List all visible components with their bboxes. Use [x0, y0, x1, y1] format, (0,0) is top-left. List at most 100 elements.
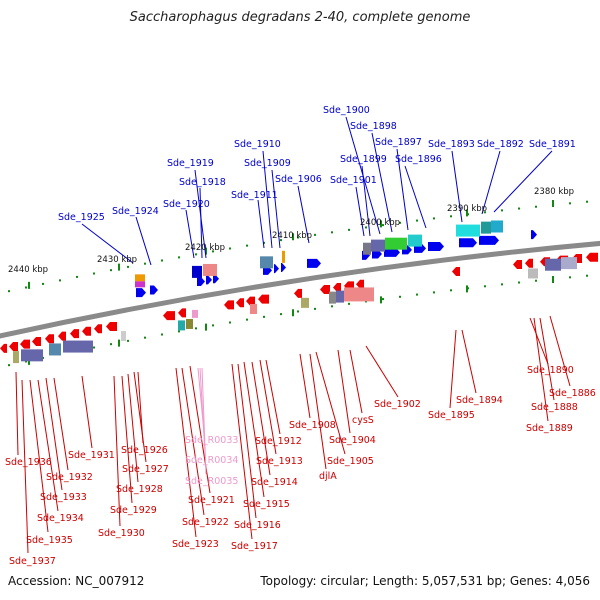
- tick-major-inner: [292, 309, 294, 317]
- gene-label-sde-1921[interactable]: Sde_1921: [188, 495, 235, 506]
- forward-leader-line: [493, 150, 553, 213]
- gene-label-sde-1914[interactable]: Sde_1914: [251, 477, 298, 488]
- tick-major-inner: [118, 339, 120, 347]
- gene-label-sde-1905[interactable]: Sde_1905: [327, 456, 374, 467]
- gene-label-sde-1892[interactable]: Sde_1892: [477, 139, 524, 150]
- gene-label-sde-1904[interactable]: Sde_1904: [329, 435, 376, 446]
- forward-gene-arrow: [479, 235, 499, 245]
- gene-label-cyss[interactable]: cysS: [352, 415, 374, 426]
- gene-label-sde-1908[interactable]: Sde_1908: [289, 420, 336, 431]
- gene-label-sde-1894[interactable]: Sde_1894: [456, 395, 503, 406]
- gene-label-sde-1888[interactable]: Sde_1888: [531, 402, 578, 413]
- label-leader-lines: [15, 116, 571, 554]
- reverse-leader-line: [265, 359, 281, 435]
- tick-dot-inner: [280, 313, 282, 316]
- tick-dot-outer: [59, 279, 61, 282]
- tick-dot-inner: [144, 336, 146, 339]
- forward-leader-line: [345, 116, 381, 235]
- gene-label-sde-1933[interactable]: Sde_1933: [40, 492, 87, 503]
- gene-label-sde-1922[interactable]: Sde_1922: [182, 517, 229, 528]
- tick-dot-inner: [297, 310, 299, 313]
- gene-label-sde-1898[interactable]: Sde_1898: [350, 121, 397, 132]
- gene-label-sde-1936[interactable]: Sde_1936: [5, 457, 52, 468]
- reverse-leader-line: [133, 371, 147, 463]
- tick-dot-outer: [569, 202, 571, 205]
- reverse-leader-line: [237, 363, 257, 519]
- gene-label-sde-1906[interactable]: Sde_1906: [275, 174, 322, 185]
- forward-gene-arrow: [213, 274, 219, 284]
- gene-label-sde-1889[interactable]: Sde_1889: [526, 423, 573, 434]
- reverse-gene-arrow: [586, 252, 598, 262]
- gene-label-sde-1901[interactable]: Sde_1901: [330, 175, 377, 186]
- gene-label-sde-1909[interactable]: Sde_1909: [244, 158, 291, 169]
- tick-dot-outer: [212, 250, 214, 253]
- gene-label-sde-1934[interactable]: Sde_1934: [37, 513, 84, 524]
- forward-gene-arrow: [384, 247, 400, 257]
- tick-dot-outer: [365, 226, 367, 229]
- tick-dot-outer: [127, 265, 129, 268]
- topology-text: Topology: circular; Length: 5,057,531 bp…: [260, 574, 590, 588]
- forward-leader-line: [199, 187, 203, 259]
- gene-label-sde-1886[interactable]: Sde_1886: [549, 388, 596, 399]
- gene-features: [0, 220, 598, 364]
- gene-label-sde-1896[interactable]: Sde_1896: [395, 154, 442, 165]
- annotation-block: [49, 343, 61, 356]
- tick-major-outer: [466, 209, 468, 217]
- gene-label-sde-1910[interactable]: Sde_1910: [234, 139, 281, 150]
- forward-leader-line: [194, 169, 207, 259]
- tick-dot-outer: [586, 200, 588, 203]
- gene-label-sde-1928[interactable]: Sde_1928: [116, 484, 163, 495]
- gene-label-sde-1929[interactable]: Sde_1929: [110, 505, 157, 516]
- gene-label-sde-1917[interactable]: Sde_1917: [231, 541, 278, 552]
- reverse-leader-line: [315, 351, 346, 455]
- gene-label-sde-1926[interactable]: Sde_1926: [121, 445, 168, 456]
- reverse-leader-line: [127, 373, 139, 483]
- forward-leader-line: [81, 223, 134, 264]
- tick-dot-outer: [144, 262, 146, 265]
- reverse-gene-arrow: [70, 329, 79, 339]
- tick-dot-outer: [484, 211, 486, 214]
- tick-dot-inner: [314, 307, 316, 310]
- gene-label-sde-1920[interactable]: Sde_1920: [163, 199, 210, 210]
- annotation-block: [21, 349, 43, 362]
- gene-label-sde-1911[interactable]: Sde_1911: [231, 190, 278, 201]
- gene-label-sde-r0033[interactable]: Sde_R0033: [185, 435, 238, 446]
- gene-label-sde-1924[interactable]: Sde_1924: [112, 206, 159, 217]
- gene-label-sde-1900[interactable]: Sde_1900: [323, 105, 370, 116]
- gene-label-sde-1930[interactable]: Sde_1930: [98, 528, 145, 539]
- reverse-gene-arrow: [224, 300, 234, 310]
- gene-label-sde-1927[interactable]: Sde_1927: [122, 464, 169, 475]
- gene-label-sde-1912[interactable]: Sde_1912: [255, 436, 302, 447]
- forward-gene-arrow: [281, 262, 286, 272]
- tick-major-inner: [466, 285, 468, 293]
- gene-label-sde-1932[interactable]: Sde_1932: [46, 472, 93, 483]
- gene-label-sde-1891[interactable]: Sde_1891: [529, 139, 576, 150]
- annotation-block: [135, 274, 145, 282]
- reverse-gene-arrow: [236, 298, 244, 308]
- forward-gene-arrow: [150, 285, 158, 295]
- gene-label-sde-1937[interactable]: Sde_1937: [9, 556, 56, 567]
- gene-label-djla[interactable]: djlA: [319, 471, 337, 482]
- gene-label-sde-1913[interactable]: Sde_1913: [256, 456, 303, 467]
- gene-label-sde-1890[interactable]: Sde_1890: [527, 365, 574, 376]
- gene-label-sde-1923[interactable]: Sde_1923: [172, 539, 219, 550]
- gene-label-sde-1902[interactable]: Sde_1902: [374, 399, 421, 410]
- gene-label-sde-1895[interactable]: Sde_1895: [428, 410, 475, 421]
- tick-major-outer: [380, 220, 382, 228]
- gene-label-sde-1919[interactable]: Sde_1919: [167, 158, 214, 169]
- gene-label-sde-1893[interactable]: Sde_1893: [428, 139, 475, 150]
- gene-label-sde-1925[interactable]: Sde_1925: [58, 212, 105, 223]
- gene-label-sde-1931[interactable]: Sde_1931: [68, 450, 115, 461]
- tick-dot-outer: [331, 231, 333, 234]
- reverse-leader-line: [243, 361, 265, 498]
- annotation-block: [250, 303, 257, 314]
- gene-label-sde-r0035[interactable]: Sde_R0035: [185, 476, 238, 487]
- gene-label-sde-1935[interactable]: Sde_1935: [26, 535, 73, 546]
- gene-label-sde-1899[interactable]: Sde_1899: [340, 154, 387, 165]
- gene-label-sde-1916[interactable]: Sde_1916: [234, 520, 281, 531]
- tick-dot-inner: [348, 302, 350, 305]
- gene-label-sde-1915[interactable]: Sde_1915: [243, 499, 290, 510]
- gene-label-sde-1918[interactable]: Sde_1918: [179, 177, 226, 188]
- gene-label-sde-r0034[interactable]: Sde_R0034: [185, 455, 238, 466]
- gene-label-sde-1897[interactable]: Sde_1897: [375, 137, 422, 148]
